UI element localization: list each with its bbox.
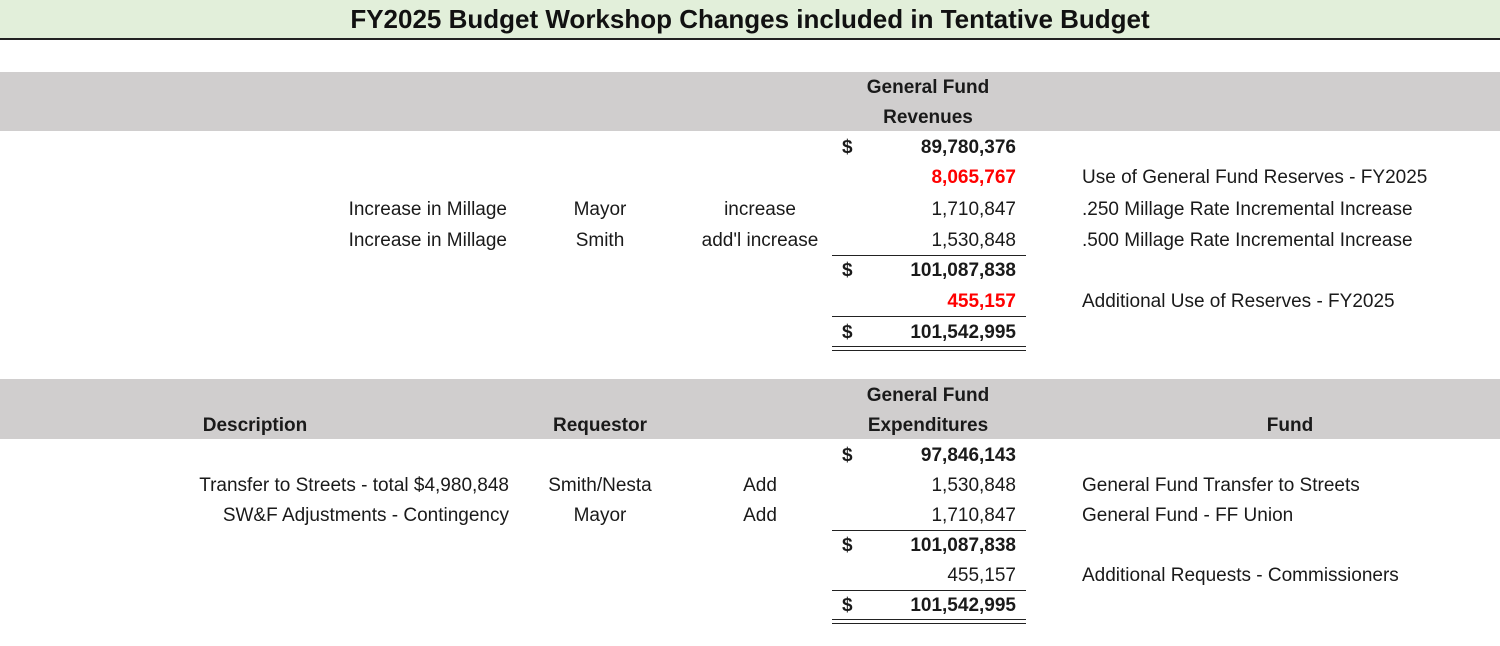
revenues-header-line1: General Fund (866, 77, 990, 98)
currency-symbol: $ (842, 595, 853, 616)
expenditures-starting-total: 97,846,143 (920, 445, 1016, 466)
expenditures-header-line2: Expenditures (867, 415, 989, 436)
revenues-header-band (0, 72, 1500, 131)
col-header-description: Description (202, 415, 308, 436)
expenditure-row-requestor: Smith/Nesta (548, 475, 652, 496)
revenue-row-description: Increase in Millage (348, 199, 507, 220)
currency-symbol: $ (842, 322, 853, 343)
currency-symbol: $ (842, 445, 853, 466)
expenditure-row-fund: General Fund - FF Union (1082, 505, 1294, 526)
expenditure-row-action: Add (743, 505, 777, 526)
expenditures-grand-total: 101,542,995 (910, 595, 1016, 616)
expenditure-row-description: Transfer to Streets - total $4,980,848 (199, 475, 509, 496)
subtotal-rule (832, 530, 1026, 531)
expenditure-row-fund: General Fund Transfer to Streets (1082, 475, 1360, 496)
revenues-header-line2: Revenues (883, 107, 973, 128)
currency-symbol: $ (842, 535, 853, 556)
currency-symbol: $ (842, 137, 853, 158)
revenue-row-description: Increase in Millage (348, 230, 507, 251)
additional-reserves-note: Additional Use of Reserves - FY2025 (1082, 291, 1395, 312)
additional-requests-amount: 455,157 (947, 565, 1016, 586)
expenditure-row-description: SW&F Adjustments - Contingency (222, 505, 509, 526)
grand-total-double-rule (832, 346, 1026, 351)
revenue-row-action: increase (724, 199, 796, 220)
revenue-row-action: add'l increase (701, 230, 819, 251)
expenditure-row-action: Add (743, 475, 777, 496)
total-rule (832, 316, 1026, 317)
revenues-grand-total: 101,542,995 (910, 322, 1016, 343)
grand-total-double-rule (832, 619, 1026, 624)
reserve-use-amount: 8,065,767 (931, 167, 1016, 188)
additional-reserves-amount: 455,157 (947, 291, 1016, 312)
expenditures-header-band (0, 379, 1500, 439)
additional-requests-note: Additional Requests - Commissioners (1082, 565, 1399, 586)
currency-symbol: $ (842, 260, 853, 281)
revenue-row-note: .500 Millage Rate Incremental Increase (1082, 230, 1413, 251)
revenue-row-amount: 1,530,848 (931, 230, 1016, 251)
revenue-row-amount: 1,710,847 (931, 199, 1016, 220)
revenues-subtotal: 101,087,838 (910, 260, 1016, 281)
col-header-fund: Fund (1266, 415, 1314, 436)
title-bar: FY2025 Budget Workshop Changes included … (0, 0, 1500, 40)
expenditure-row-amount: 1,710,847 (931, 505, 1016, 526)
total-rule (832, 590, 1026, 591)
col-header-requestor: Requestor (553, 415, 647, 436)
revenue-row-note: .250 Millage Rate Incremental Increase (1082, 199, 1413, 220)
subtotal-rule (832, 255, 1026, 256)
revenue-row-requestor: Smith (575, 230, 625, 251)
revenues-starting-total: 89,780,376 (920, 137, 1016, 158)
expenditures-subtotal: 101,087,838 (910, 535, 1016, 556)
revenue-row-requestor: Mayor (573, 199, 627, 220)
expenditure-row-requestor: Mayor (573, 505, 627, 526)
expenditures-header-line1: General Fund (866, 385, 990, 406)
expenditure-row-amount: 1,530,848 (931, 475, 1016, 496)
page-title: FY2025 Budget Workshop Changes included … (350, 3, 1150, 34)
reserve-use-note: Use of General Fund Reserves - FY2025 (1082, 167, 1428, 188)
